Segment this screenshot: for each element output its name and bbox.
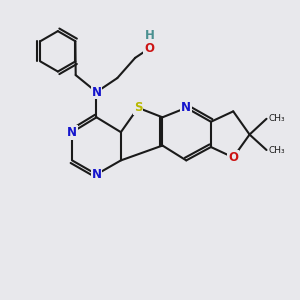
Text: S: S [134,101,142,114]
Text: N: N [92,168,101,181]
Text: N: N [67,126,77,139]
Text: N: N [92,85,101,98]
Text: CH₃: CH₃ [269,114,286,123]
Text: O: O [228,151,238,164]
Text: N: N [181,101,191,114]
Text: H: H [145,29,154,42]
Text: O: O [144,42,154,55]
Text: CH₃: CH₃ [269,146,286,154]
